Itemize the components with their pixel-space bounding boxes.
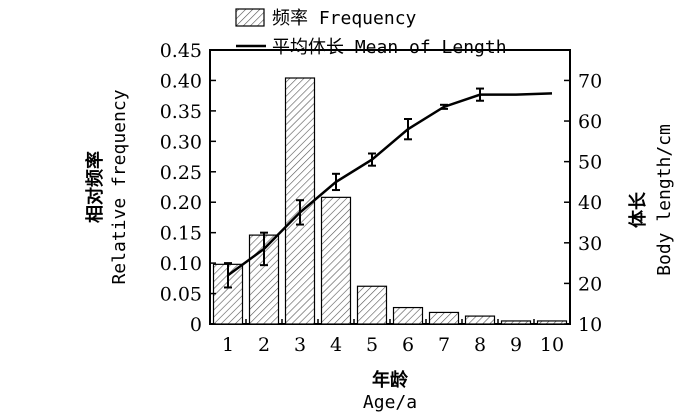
x-tick-label: 6: [402, 334, 414, 356]
x-tick-label: 4: [330, 334, 342, 356]
x-title-cn: 年龄: [372, 369, 409, 391]
y-right-tick-label: 60: [578, 111, 602, 133]
y-left-tick-label: 0.15: [160, 223, 202, 245]
x-tick-label: 10: [540, 334, 564, 356]
y-right-tick-label: 20: [578, 273, 602, 295]
y-left-tick-label: 0.35: [160, 101, 202, 123]
y-left-title-en: Relative frequency: [109, 89, 130, 284]
y-right-title-cn: 体长: [627, 191, 649, 228]
x-tick-label: 8: [474, 334, 486, 356]
y-left-title-cn: 相对频率: [84, 151, 106, 223]
y-left-tick-label: 0.05: [160, 284, 202, 306]
x-tick-label: 2: [258, 334, 270, 356]
bar: [464, 315, 496, 325]
bar: [248, 234, 280, 325]
bar: [320, 196, 352, 325]
y-left-tick-label: 0.10: [160, 253, 202, 275]
y-left-tick-label: 0.40: [160, 70, 202, 92]
legend-swatch-frequency: [235, 8, 265, 27]
y-right-tick-label: 30: [578, 233, 602, 255]
legend: 频率 Frequency 平均体长 Mean of Length: [235, 8, 507, 58]
bar: [428, 311, 460, 325]
y-left-tick-label: 0.20: [160, 192, 202, 214]
y-left-tick-label: 0.45: [160, 40, 202, 62]
legend-label-frequency: 频率 Frequency: [272, 8, 417, 29]
bar: [500, 320, 532, 325]
bar: [356, 285, 388, 325]
y-right-tick-label: 70: [578, 70, 602, 92]
legend-label-length: 平均体长 Mean of Length: [272, 37, 507, 58]
y-left-tick-label: 0.30: [160, 131, 202, 153]
x-tick-label: 1: [222, 334, 234, 356]
x-title-en: Age/a: [363, 392, 417, 413]
x-tick-label: 3: [294, 334, 306, 356]
bar: [392, 306, 424, 325]
y-left-tick-label: 0: [190, 314, 202, 336]
axes: 0 0.05 0.10 0.15 0.20 0.25 0.30 0.35 0.40 0.45 10 2…: [160, 40, 603, 356]
x-tick-label: 5: [366, 334, 378, 356]
length-line: [227, 92, 553, 277]
bar-series: [212, 77, 568, 325]
bar: [536, 320, 568, 325]
x-tick-label: 7: [438, 334, 450, 356]
x-tick-label: 9: [510, 334, 522, 356]
y-right-tick-label: 10: [578, 314, 602, 336]
y-right-tick-label: 50: [578, 152, 602, 174]
y-right-tick-label: 40: [578, 192, 602, 214]
y-right-title-en: Body length/cm: [654, 124, 675, 276]
length-series: [224, 87, 553, 289]
y-left-tick-label: 0.25: [160, 162, 202, 184]
